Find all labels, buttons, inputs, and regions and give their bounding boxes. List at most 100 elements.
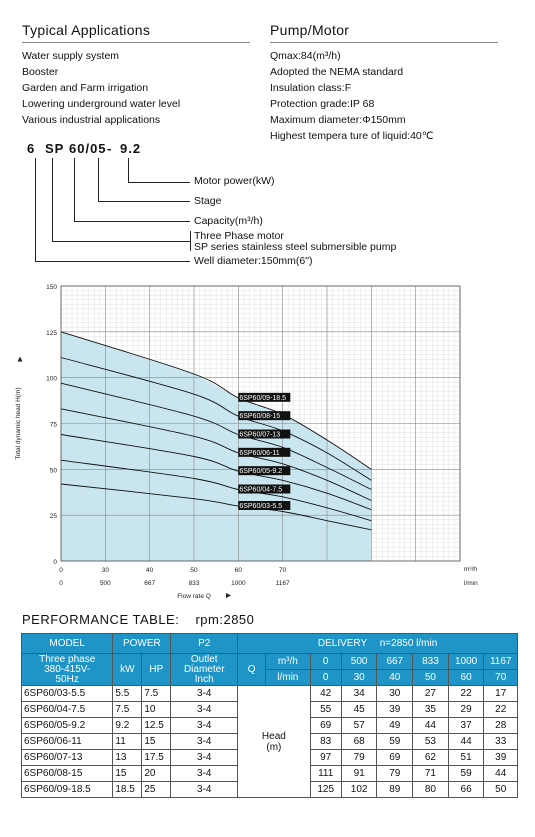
q-m3h-cell: 0 [309,653,342,670]
head-value-cell: 27 [412,685,449,702]
header-p2: P2 [170,633,239,654]
code-part-well: 6 [27,141,36,156]
legend-stage: Stage [194,195,222,207]
plot-frame [60,285,461,562]
spec-item: Insulation class:F [270,82,352,94]
q-lmin-cell: 70 [483,669,518,686]
x-axis-arrow [226,593,231,598]
series-label: 6SP60/05-9.2 [239,468,282,475]
y-axis-arrow [17,356,23,362]
y-tick-label: 25 [50,513,58,520]
application-item: Garden and Farm irrigation [22,82,149,94]
head-value-cell: 35 [412,701,449,718]
head-value-cell: 79 [340,749,378,766]
code-part-dash: - [107,141,113,156]
y-tick-label: 125 [46,330,57,337]
kw-cell: 13 [112,749,143,766]
kw-cell: 18.5 [112,781,143,798]
head-value-cell: 49 [376,717,414,734]
header-kw: kW [112,653,143,686]
performance-rpm: rpm:2850 [195,612,255,627]
p2-cell: 3-4 [170,781,239,798]
head-value-cell: 55 [309,701,342,718]
series-line [60,331,372,470]
model-cell: 6SP60/09-18.5 [20,781,114,798]
performance-title: PERFORMANCE TABLE: rpm:2850 [22,612,254,627]
leader-well [35,158,36,261]
leader-stage [98,158,99,201]
x-unit-top: m³/h [464,566,477,573]
table-row: 6SP60/08-15 15 20 3-4 111 91 79 71 59 44 [20,765,518,782]
spec-item: Highest tempera ture of liquid:40℃ [270,130,434,142]
leader-h-capacity [74,221,190,222]
kw-cell: 9.2 [112,717,143,734]
header-delivery-label: DELIVERY [317,638,367,649]
head-value-cell: 69 [376,749,414,766]
header-delivery-n: n=2850 l/min [379,638,438,649]
table-row: 6SP60/07-13 13 17.5 3-4 97 79 69 62 51 39 [20,749,518,766]
x-tick-label-bottom: 500 [100,580,111,587]
application-item: Booster [22,66,59,78]
legend-three-phase: Three Phase motor [194,230,284,242]
q-m3h-cell: 833 [412,653,449,670]
p2-cell: 3-4 [170,749,239,766]
head-value-cell: 66 [447,781,485,798]
header-delivery: DELIVERY n=2850 l/min [237,633,518,654]
performance-title-text: PERFORMANCE TABLE [22,612,176,627]
head-value-cell: 34 [340,685,378,702]
header-lmin: l/min [265,669,311,686]
series-label: 6SP60/04-7.5 [239,487,282,494]
leader-h-stage [98,201,190,202]
header-outlet: Outlet Diameter Inch [170,653,239,686]
y-tick-label: 100 [46,376,57,383]
x-tick-label-bottom: 833 [189,580,200,587]
series-label-bg [238,484,291,494]
head-value-cell: 22 [447,685,485,702]
head-value-cell: 39 [376,701,414,718]
series-label: 6SP60/03-5.5 [239,503,282,510]
code-part-capacity-stage: 60/05 [69,141,107,156]
pump-motor-list: Qmax:84(m³/h) Adopted the NEMA standard … [270,48,434,144]
p2-cell: 3-4 [170,733,239,750]
head-value-cell: 80 [412,781,449,798]
legend-motor-power: Motor power(kW) [194,175,275,187]
y-tick-label: 0 [53,559,57,566]
head-value-cell: 59 [376,733,414,750]
head-value-cell: 68 [340,733,378,750]
hp-cell: 10 [141,701,172,718]
head-value-cell: 91 [340,765,378,782]
head-value-cell: 79 [376,765,414,782]
series-label: 6SP60/06-11 [239,450,279,457]
application-item: Lowering underground water level [22,98,181,110]
head-value-cell: 69 [309,717,342,734]
head-value-cell: 44 [447,733,485,750]
application-item: Water supply system [22,50,120,62]
head-value-cell: 125 [309,781,342,798]
head-value-cell: 33 [483,733,518,750]
header-m3h: m³/h [265,653,311,670]
series-label-bg [238,411,291,421]
operating-area [61,331,372,561]
model-cell: 6SP60/05-9.2 [20,717,114,734]
y-axis-label: Total dynamic head H(m) [15,387,22,459]
y-tick-label: 150 [46,284,57,291]
series-label-bg [238,447,291,457]
header-three-phase: Three phase 380-415V- 50Hz [20,653,114,686]
head-value-cell: 44 [483,765,518,782]
header-model: MODEL [20,633,114,654]
x-tick-label-top: 70 [279,567,287,574]
p2-cell: 3-4 [170,717,239,734]
leader-h-series [52,241,190,242]
application-item: Various industrial applications [22,114,161,126]
head-value-cell: 29 [447,701,485,718]
q-m3h-cell: 1000 [447,653,485,670]
head-value-cell: 97 [309,749,342,766]
q-lmin-cell: 60 [447,669,485,686]
q-lmin-cell: 40 [376,669,414,686]
head-value-cell: 57 [340,717,378,734]
kw-cell: 11 [112,733,143,750]
applications-list: Water supply system Booster Garden and F… [22,48,180,128]
series-line [60,357,372,481]
kw-cell: 15 [112,765,143,782]
p2-cell: 3-4 [170,701,239,718]
